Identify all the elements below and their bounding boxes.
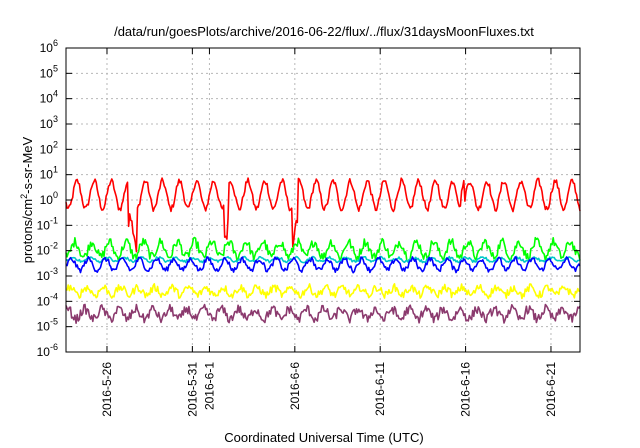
y-axis: 10-6 10-5 10-4 10-3 10-2 10-1 100 101 102 103 104 1… — [37, 38, 580, 359]
y-tick-label: 10-5 — [37, 317, 58, 334]
y-axis-label-rest: -s-sr-MeV — [20, 136, 35, 193]
x-axis: 2016-5-26 2016-5-31 2016-6-1 2016-6-6 2016-6… — [100, 48, 558, 417]
y-tick-label: 10-1 — [37, 215, 58, 232]
x-tick-label: 2016-6-21 — [544, 362, 558, 417]
x-tick-label: 2016-6-11 — [373, 362, 387, 416]
y-tick-label: 103 — [40, 114, 58, 131]
series-line — [65, 236, 581, 263]
x-tick-label: 2016-5-31 — [185, 362, 199, 417]
series-line — [65, 303, 581, 325]
y-tick-label: 101 — [40, 165, 58, 182]
y-tick-label: 100 — [40, 190, 58, 207]
y-tick-label: 10-4 — [37, 291, 58, 308]
x-tick-label: 2016-5-26 — [100, 362, 114, 417]
series-line — [65, 177, 581, 253]
series-line — [65, 255, 581, 264]
x-tick-label: 2016-6-6 — [288, 362, 302, 410]
y-tick-label: 10-2 — [37, 241, 58, 258]
y-axis-label: protons/cm2-s-sr-MeV — [19, 136, 35, 263]
series-line — [65, 282, 581, 300]
y-tick-label: 104 — [40, 89, 58, 106]
y-axis-label-base: protons/cm — [20, 199, 35, 263]
chart-title: /data/run/goesPlots/archive/2016-06-22/f… — [114, 24, 534, 39]
y-tick-label: 106 — [40, 38, 58, 55]
y-tick-label: 10-6 — [37, 342, 58, 359]
series-line — [65, 255, 581, 274]
y-tick-label: 10-3 — [37, 266, 58, 283]
x-axis-label: Coordinated Universal Time (UTC) — [224, 430, 423, 445]
x-tick-label: 2016-6-16 — [459, 362, 473, 417]
series-group — [65, 177, 581, 325]
y-tick-label: 105 — [40, 63, 58, 80]
y-tick-label: 102 — [40, 139, 58, 156]
y-axis-label-sup: 2 — [19, 194, 29, 199]
x-tick-label: 2016-6-1 — [202, 362, 216, 410]
